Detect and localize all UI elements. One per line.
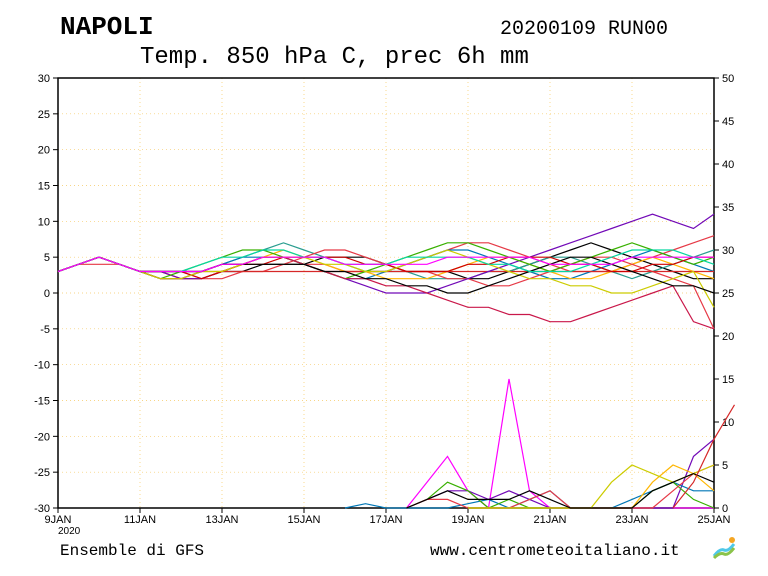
svg-text:13JAN: 13JAN xyxy=(205,514,238,526)
svg-text:30: 30 xyxy=(722,245,734,257)
svg-text:5: 5 xyxy=(722,460,728,472)
svg-text:-25: -25 xyxy=(34,467,50,479)
chart-container: NAPOLI 20200109 RUN00 Temp. 850 hPa C, p… xyxy=(0,0,768,576)
svg-text:19JAN: 19JAN xyxy=(451,514,484,526)
svg-text:45: 45 xyxy=(722,116,734,128)
svg-text:50: 50 xyxy=(722,73,734,85)
svg-text:0: 0 xyxy=(44,288,50,300)
svg-text:9JAN: 9JAN xyxy=(45,514,72,526)
svg-text:15: 15 xyxy=(722,374,734,386)
svg-text:30: 30 xyxy=(38,73,50,85)
ensemble-chart: -30-25-20-15-10-505101520253005101520253… xyxy=(0,0,768,576)
svg-text:-20: -20 xyxy=(34,431,50,443)
svg-text:35: 35 xyxy=(722,202,734,214)
svg-text:-5: -5 xyxy=(40,324,50,336)
svg-text:20: 20 xyxy=(722,331,734,343)
svg-text:-15: -15 xyxy=(34,396,50,408)
svg-text:20: 20 xyxy=(38,145,50,157)
svg-text:15: 15 xyxy=(38,181,50,193)
svg-text:25: 25 xyxy=(722,288,734,300)
svg-text:2020: 2020 xyxy=(58,526,81,537)
svg-text:11JAN: 11JAN xyxy=(124,514,156,526)
footer-website: www.centrometeoitaliano.it xyxy=(430,542,680,560)
svg-text:25: 25 xyxy=(38,109,50,121)
svg-text:21JAN: 21JAN xyxy=(533,514,566,526)
svg-text:-10: -10 xyxy=(34,360,50,372)
svg-text:5: 5 xyxy=(44,252,50,264)
footer-source: Ensemble di GFS xyxy=(60,542,204,560)
svg-text:10: 10 xyxy=(38,216,50,228)
svg-text:17JAN: 17JAN xyxy=(369,514,402,526)
site-logo xyxy=(710,534,738,562)
svg-text:23JAN: 23JAN xyxy=(615,514,648,526)
svg-text:25JAN: 25JAN xyxy=(697,514,730,526)
svg-text:40: 40 xyxy=(722,159,734,171)
svg-text:15JAN: 15JAN xyxy=(287,514,320,526)
